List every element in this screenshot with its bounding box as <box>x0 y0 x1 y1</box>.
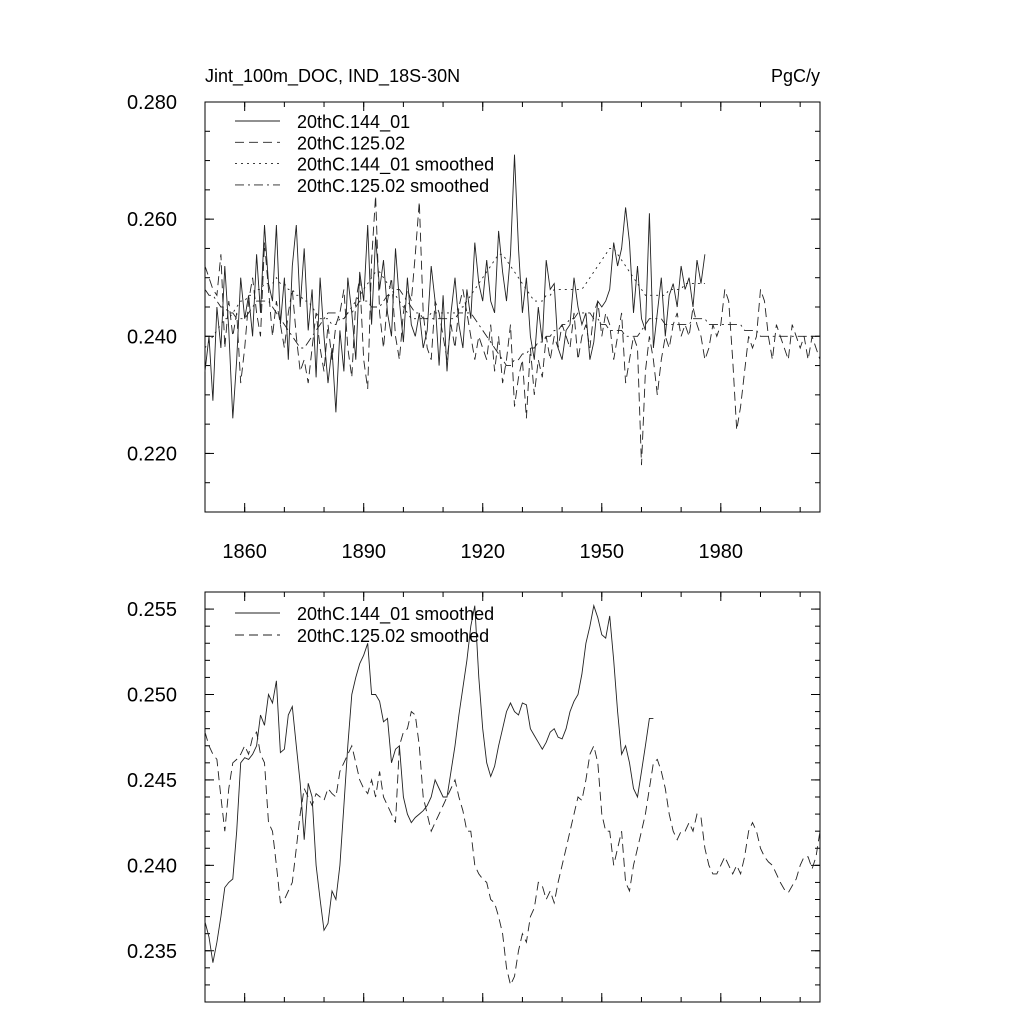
bottom-ytick-label: 0.250 <box>127 685 177 707</box>
top-series-line-3 <box>204 288 820 367</box>
top-ytick-label: 0.240 <box>127 326 177 348</box>
top-series-line-2 <box>204 247 705 349</box>
top-ytick-label: 0.260 <box>127 209 177 231</box>
bottom-panel: 0.235 0.240 0.245 0.250 0.255 20thC.144_01 s… <box>127 591 821 1003</box>
bottom-legend-label: 20thC.144_01 smoothed <box>297 604 494 625</box>
top-legend-label: 20thC.125.02 <box>297 133 405 153</box>
top-legend-label: 20thC.125.02 smoothed <box>297 176 489 196</box>
top-series-line-1 <box>204 195 821 466</box>
top-series-line-0 <box>204 154 706 419</box>
bottom-ytick-label: 0.235 <box>127 941 177 963</box>
bottom-ytick-label: 0.255 <box>127 599 177 621</box>
top-legend-label: 20thC.144_01 <box>297 112 410 133</box>
top-ytick-label: 0.220 <box>127 443 177 465</box>
top-title: Jint_100m_DOC, IND_18S-30N <box>205 66 460 87</box>
top-xtick-label: 1950 <box>580 541 625 563</box>
bottom-series-line-1 <box>204 710 821 987</box>
top-xtick-label: 1860 <box>222 541 267 563</box>
bottom-ytick-label: 0.245 <box>127 770 177 792</box>
top-ytick-label: 0.280 <box>127 92 177 114</box>
bottom-legend-label: 20thC.125.02 smoothed <box>297 626 489 646</box>
top-panel: Jint_100m_DOC, IND_18S-30N PgC/y 0.220 0.… <box>127 66 821 563</box>
top-xtick-label: 1980 <box>699 541 744 563</box>
bottom-ytick-label: 0.240 <box>127 855 177 877</box>
top-xtick-label: 1920 <box>460 541 505 563</box>
top-units: PgC/y <box>771 66 820 86</box>
bottom-series-line-0 <box>204 603 654 963</box>
bottom-plot-frame <box>204 591 821 1003</box>
top-xtick-label: 1890 <box>341 541 386 563</box>
top-legend-label: 20thC.144_01 smoothed <box>297 155 494 176</box>
